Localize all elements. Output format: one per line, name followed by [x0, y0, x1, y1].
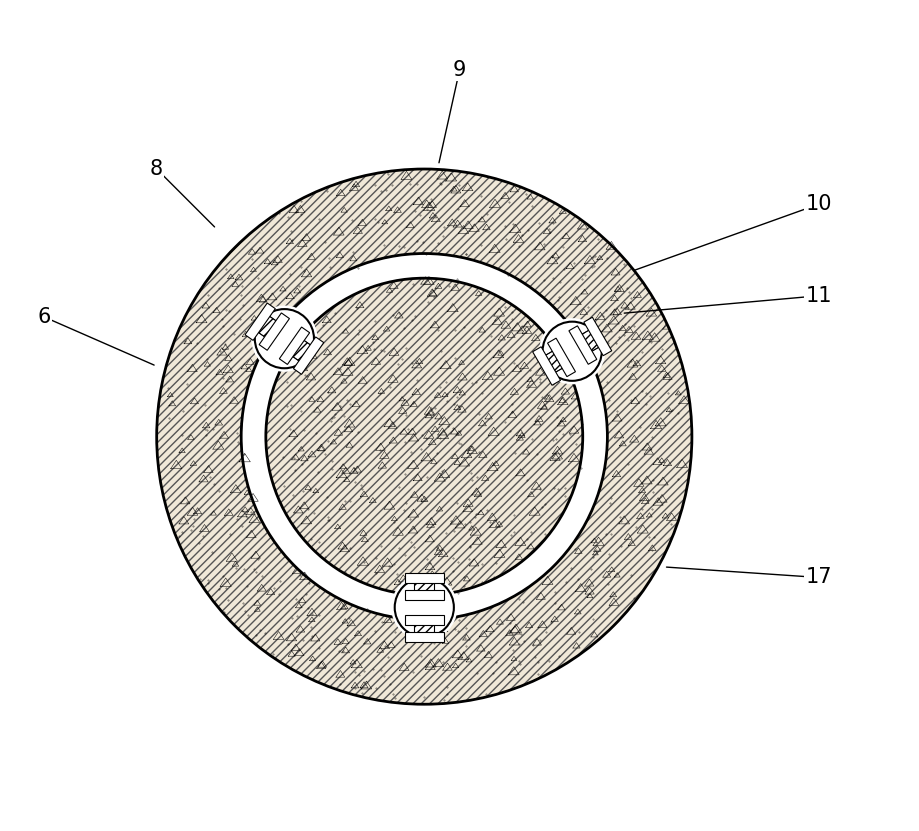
Polygon shape: [293, 337, 323, 374]
Polygon shape: [279, 327, 310, 365]
Polygon shape: [289, 337, 314, 364]
Circle shape: [542, 322, 602, 381]
Circle shape: [539, 318, 606, 385]
Text: 17: 17: [805, 568, 832, 588]
Polygon shape: [245, 303, 276, 341]
Polygon shape: [533, 347, 561, 386]
Polygon shape: [259, 313, 289, 351]
Polygon shape: [414, 620, 434, 637]
Text: 10: 10: [805, 194, 832, 214]
Polygon shape: [405, 573, 444, 583]
Polygon shape: [405, 632, 444, 642]
Polygon shape: [548, 338, 575, 376]
Polygon shape: [584, 317, 612, 356]
Circle shape: [394, 578, 454, 637]
Text: 6: 6: [38, 307, 51, 327]
Text: 11: 11: [805, 286, 832, 306]
Polygon shape: [541, 349, 566, 375]
Polygon shape: [414, 578, 434, 595]
Circle shape: [266, 278, 583, 595]
Polygon shape: [255, 313, 280, 340]
Polygon shape: [405, 615, 444, 625]
Circle shape: [251, 306, 317, 371]
Circle shape: [266, 278, 583, 595]
Circle shape: [241, 253, 607, 620]
Text: 9: 9: [453, 61, 466, 81]
Text: 8: 8: [150, 159, 164, 179]
Polygon shape: [569, 326, 596, 364]
Circle shape: [156, 169, 692, 704]
Polygon shape: [405, 590, 444, 600]
Polygon shape: [578, 328, 603, 354]
Circle shape: [255, 309, 314, 368]
Circle shape: [391, 574, 458, 641]
